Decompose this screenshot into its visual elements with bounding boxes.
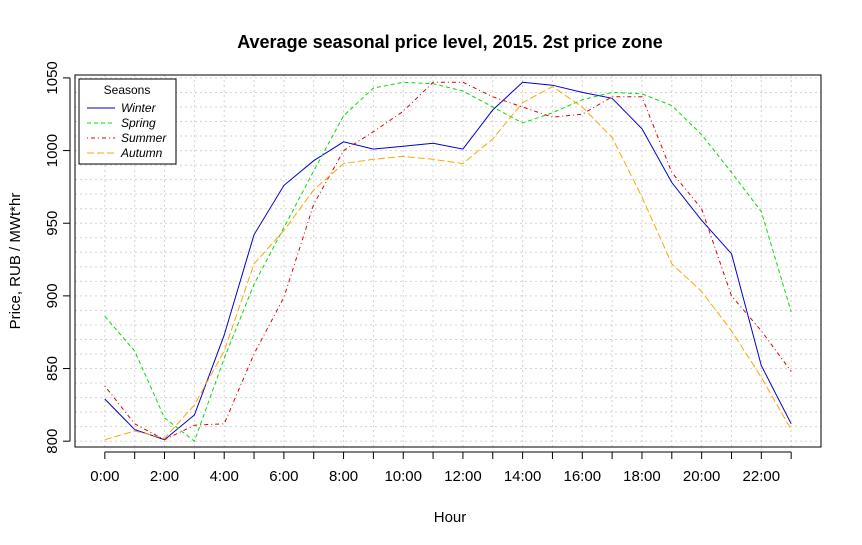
x-tick-label: 6:00	[269, 468, 298, 485]
legend-label-winter: Winter	[121, 101, 157, 115]
y-tick-label: 1000	[44, 134, 61, 167]
series-line-autumn	[104, 86, 792, 441]
x-axis: 0:00 2:00 4:00 6:00 8:00 10:00 12:00 14:00 16:00…	[90, 451, 792, 485]
x-tick-label: 4:00	[210, 468, 239, 485]
x-tick-label: 8:00	[329, 468, 358, 485]
y-axis-label: Price, RUB / MWt*hr	[7, 193, 24, 330]
chart-title: Average seasonal price level, 2015. 2st …	[237, 32, 663, 52]
legend-label-summer: Summer	[121, 131, 167, 145]
legend-label-autumn: Autumn	[120, 146, 163, 160]
x-tick-label: 18:00	[623, 468, 661, 485]
x-tick-label: 2:00	[150, 468, 179, 485]
x-tick-label: 0:00	[90, 468, 119, 485]
y-axis: 800 850 900 950 1000 1050	[44, 61, 71, 454]
x-tick-label: 22:00	[743, 468, 781, 485]
y-tick-label: 950	[44, 211, 61, 236]
y-tick-label: 900	[44, 283, 61, 308]
x-tick-label: 14:00	[504, 468, 542, 485]
grid	[75, 75, 821, 447]
legend-label-spring: Spring	[121, 116, 156, 130]
y-tick-label: 850	[44, 356, 61, 381]
x-tick-label: 20:00	[683, 468, 721, 485]
series-line-winter	[104, 81, 792, 441]
y-tick-label: 1050	[44, 61, 61, 94]
series-line-spring	[104, 81, 792, 443]
plot-frame	[74, 74, 822, 448]
x-tick-label: 10:00	[384, 468, 422, 485]
x-tick-label: 12:00	[444, 468, 482, 485]
x-tick-label: 16:00	[564, 468, 602, 485]
legend-box	[78, 78, 177, 165]
y-tick-label: 800	[44, 429, 61, 454]
series-lines	[104, 81, 792, 443]
legend-title: Seasons	[104, 83, 151, 97]
series-line-summer	[104, 81, 792, 441]
x-axis-label: Hour	[434, 509, 467, 526]
